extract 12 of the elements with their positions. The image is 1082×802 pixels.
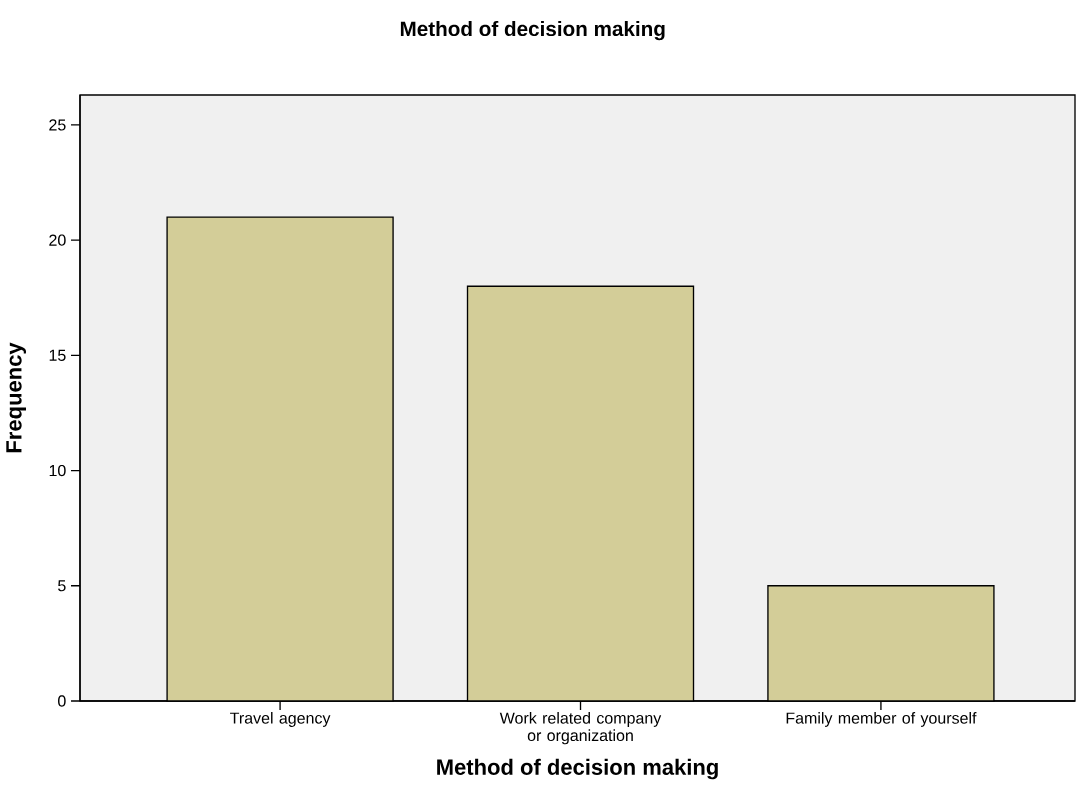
y-tick-label: 20 (49, 234, 66, 246)
y-tick-label: 5 (58, 580, 66, 592)
y-tick-label: 25 (49, 119, 66, 131)
chart-title: Method of decision making (400, 20, 665, 41)
y-tick-label: 10 (49, 464, 66, 477)
x-tick-label: Family member of yourself (786, 712, 977, 727)
x-tick-label: Travel agency (230, 712, 331, 727)
y-tick-label: 0 (58, 695, 66, 707)
y-axis-title: Frequency (6, 342, 26, 453)
x-axis-title: Method of decision making (437, 758, 718, 780)
y-tick-label: 15 (49, 349, 66, 361)
x-tick-label: Work related company or organization (499, 712, 662, 745)
